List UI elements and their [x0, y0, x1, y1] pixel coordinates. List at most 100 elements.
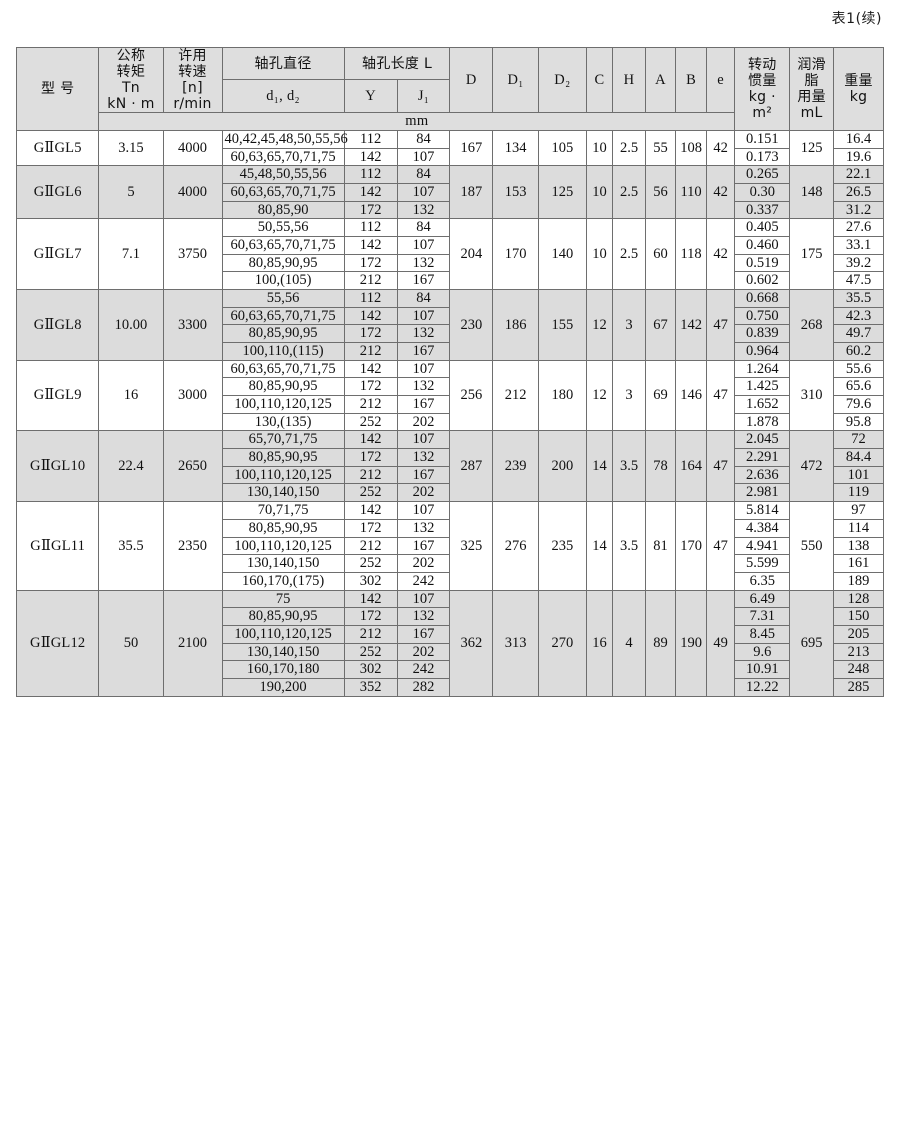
cell-B: 190: [675, 589, 707, 697]
cell-bore-length-J1: 84: [396, 218, 451, 238]
cell-bore-length-J1: 84: [396, 165, 451, 185]
cell-bore-diameter: 55,56: [221, 289, 345, 308]
cell-weight: 84.4: [833, 448, 884, 467]
cell-weight: 65.6: [833, 377, 884, 397]
cell-bore-length-J1: 107: [396, 589, 451, 609]
cell-bore-length-J1: 202: [396, 412, 451, 432]
cell-moment-of-inertia: 1.652: [734, 395, 791, 414]
table-row: 80,85,90,95 172 132 2.291 84.4: [17, 448, 884, 467]
cell-grease-amount: 472: [789, 430, 834, 503]
cell-model: GⅡGL9: [15, 359, 100, 432]
cell-D: 362: [449, 589, 494, 697]
coupling-spec-table: 型 号 公称 转矩 Tn kN · m 许用 转速 [n] r/min 轴孔直径…: [15, 46, 884, 697]
cell-e: 49: [705, 589, 736, 697]
cell-moment-of-inertia: 0.460: [734, 236, 791, 255]
cell-bore-diameter: 80,85,90,95: [221, 377, 345, 397]
cell-moment-of-inertia: 0.750: [734, 306, 791, 326]
cell-weight: 128: [833, 589, 884, 609]
cell-D: 204: [449, 218, 494, 291]
cell-C: 12: [585, 289, 614, 361]
cell-bore-diameter: 190,200: [221, 677, 345, 697]
cell-bore-length-J1: 167: [396, 395, 451, 414]
cell-moment-of-inertia: 0.839: [734, 324, 791, 344]
cell-nominal-torque: 3.15: [98, 130, 164, 167]
cell-C: 14: [585, 501, 614, 591]
cell-grease-amount: 125: [789, 130, 834, 167]
table-row: 100,110,(115) 212 167 0.964 60.2: [17, 342, 884, 361]
table-row: 100,(105) 212 167 0.602 47.5: [17, 271, 884, 291]
cell-nominal-torque: 35.5: [98, 501, 164, 591]
cell-bore-length-Y: 252: [343, 483, 398, 503]
cell-bore-diameter: 100,110,120,125: [221, 536, 345, 556]
cell-D2: 125: [537, 165, 587, 220]
th-weight-l2: kg: [849, 89, 868, 106]
cell-bore-length-Y: 142: [343, 306, 398, 326]
th-D: D: [449, 46, 494, 114]
cell-grease-amount: 695: [789, 589, 834, 697]
cell-bore-diameter: 80,85,90,95: [221, 518, 345, 538]
cell-e: 42: [705, 165, 736, 220]
cell-B: 110: [675, 165, 707, 220]
cell-bore-length-Y: 252: [343, 554, 398, 573]
table-row: 60,63,65,70,71,75 142 107 0.460 33.1: [17, 236, 884, 255]
cell-bore-diameter: 75: [221, 589, 345, 609]
cell-bore-diameter: 40,42,45,48,50,55,56: [221, 130, 348, 149]
cell-C: 14: [585, 430, 614, 503]
th-torque: 公称 转矩 Tn kN · m: [98, 46, 164, 114]
table-row: 100,110,120,125 212 167 2.636 101: [17, 465, 884, 485]
cell-D2: 180: [537, 359, 587, 432]
table-row: 130,(135) 252 202 1.878 95.8: [17, 412, 884, 432]
cell-moment-of-inertia: 0.173: [734, 147, 791, 167]
cell-D1: 134: [492, 130, 539, 167]
cell-bore-diameter: 45,48,50,55,56: [221, 165, 345, 185]
cell-bore-length-J1: 84: [396, 130, 451, 149]
cell-bore-diameter: 60,63,65,70,71,75: [221, 306, 345, 326]
cell-bore-diameter: 130,140,150: [221, 642, 345, 662]
cell-moment-of-inertia: 0.519: [734, 253, 791, 273]
table-row: 160,170,180 302 242 10.91 248: [17, 660, 884, 679]
cell-nominal-torque: 22.4: [98, 430, 164, 503]
table-body: GⅡGL5 3.15 4000 40,42,45,48,50,55,56 112 84 16…: [15, 130, 884, 697]
cell-moment-of-inertia: 2.981: [734, 483, 791, 503]
cell-bore-length-Y: 172: [343, 200, 398, 220]
th-torque-l1: 公称: [116, 48, 146, 64]
cell-bore-diameter: 80,85,90,95: [221, 607, 345, 626]
cell-weight: 97: [833, 501, 884, 520]
th-torque-l4: kN · m: [107, 96, 155, 113]
th-grease-l3: mL: [800, 105, 823, 122]
cell-bore-length-J1: 167: [396, 536, 451, 556]
cell-bore-length-J1: 132: [396, 607, 451, 626]
cell-bore-length-Y: 142: [343, 589, 398, 609]
cell-weight: 35.5: [833, 289, 884, 308]
cell-A: 89: [644, 589, 677, 697]
cell-bore-length-J1: 107: [396, 183, 451, 202]
table-row: 100,110,120,125 212 167 4.941 138: [17, 536, 884, 556]
cell-nominal-torque: 5: [98, 165, 164, 220]
cell-bore-length-Y: 172: [343, 324, 398, 344]
cell-bore-length-Y: 212: [343, 271, 398, 291]
header-row-units: mm: [17, 112, 884, 132]
table-row: 160,170,(175) 302 242 6.35 189: [17, 571, 884, 591]
cell-bore-diameter: 130,140,150: [221, 483, 345, 503]
th-bore-diameter-sub: d₁, d₂: [221, 79, 345, 114]
th-unit-mm: mm: [98, 112, 736, 132]
cell-A: 69: [644, 359, 677, 432]
cell-H: 3: [612, 289, 646, 361]
table-row: 130,140,150 252 202 9.6 213: [17, 642, 884, 662]
cell-B: 164: [675, 430, 707, 503]
cell-moment-of-inertia: 5.814: [734, 501, 791, 520]
cell-bore-diameter: 50,55,56: [221, 218, 345, 238]
th-torque-l3: Tn: [121, 80, 140, 97]
cell-H: 3.5: [612, 501, 646, 591]
cell-B: 108: [675, 130, 707, 167]
cell-moment-of-inertia: 0.602: [734, 271, 791, 291]
table-row: 100,110,120,125 212 167 8.45 205: [17, 624, 884, 644]
cell-bore-length-J1: 132: [396, 324, 451, 344]
cell-allowable-speed: 2350: [162, 501, 223, 591]
cell-bore-length-Y: 302: [343, 571, 398, 591]
cell-bore-length-Y: 172: [343, 518, 398, 538]
cell-bore-length-Y: 212: [343, 342, 398, 361]
cell-moment-of-inertia: 1.264: [734, 359, 791, 379]
cell-bore-length-Y: 212: [343, 624, 398, 644]
